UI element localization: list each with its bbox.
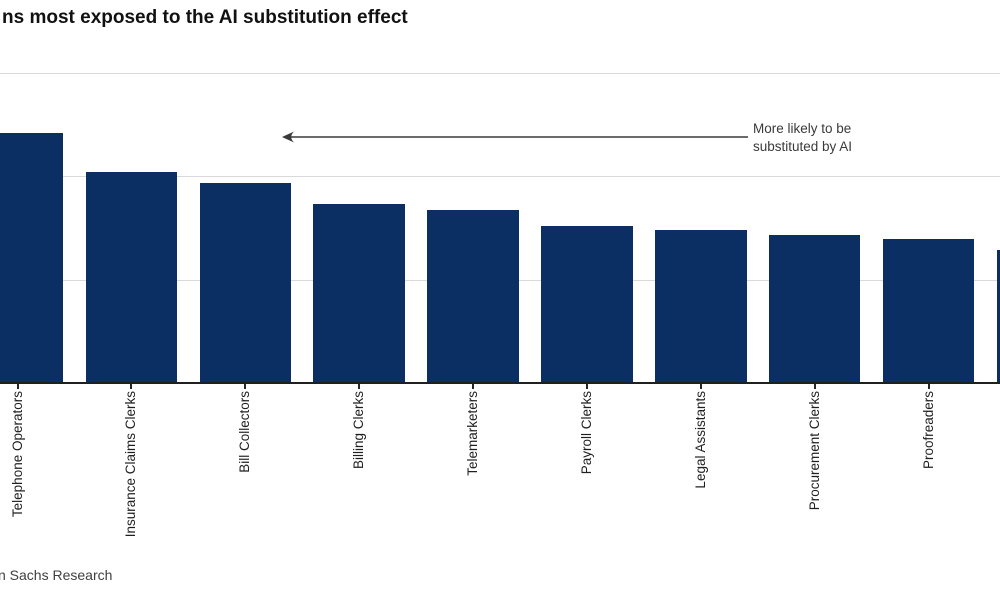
- x-axis-line: [0, 382, 1000, 384]
- gridline: [0, 73, 1000, 74]
- bar: [85, 172, 178, 383]
- bar: [0, 133, 64, 383]
- bar: [882, 239, 975, 383]
- axis-label-text: Procurement Clerks: [806, 391, 822, 511]
- bar: [199, 182, 291, 383]
- annotation-text: More likely to be substituted by AI: [753, 120, 852, 156]
- bar: [768, 235, 861, 383]
- chart-title: ns most exposed to the AI substitution e…: [2, 7, 408, 28]
- bar: [313, 203, 405, 383]
- gridline: [0, 176, 1000, 178]
- axis-label-text: Insurance Claims Clerks: [123, 391, 139, 538]
- axis-tick: [927, 384, 930, 389]
- axis-label-text: Bill Collectors: [237, 391, 253, 473]
- bar: [427, 209, 519, 383]
- axis-label-text: Payroll Clerks: [578, 391, 594, 475]
- annotation-line-1: More likely to be: [753, 121, 852, 136]
- bar: [996, 249, 1000, 383]
- source-text: n Sachs Research: [0, 567, 113, 583]
- left-arrow-icon: [282, 131, 748, 143]
- bar: [541, 226, 633, 383]
- axis-tick: [813, 384, 816, 389]
- axis-label-text: Telemarketers: [465, 391, 480, 476]
- axis-tick: [585, 384, 588, 389]
- annotation-line-2: substituted by AI: [753, 139, 853, 154]
- axis-label-text: Billing Clerks: [351, 391, 367, 470]
- axis-tick: [244, 384, 247, 389]
- axis-tick: [130, 384, 133, 389]
- axis-label-text: Proofreaders: [920, 391, 936, 470]
- axis-tick: [472, 384, 474, 389]
- axis-tick: [358, 384, 361, 389]
- axis-tick: [699, 384, 702, 389]
- axis-label-text: Legal Assistants: [692, 391, 708, 489]
- axis-tick: [16, 384, 19, 389]
- bar: [655, 229, 747, 383]
- axis-label-text: Telephone Operators: [9, 391, 25, 518]
